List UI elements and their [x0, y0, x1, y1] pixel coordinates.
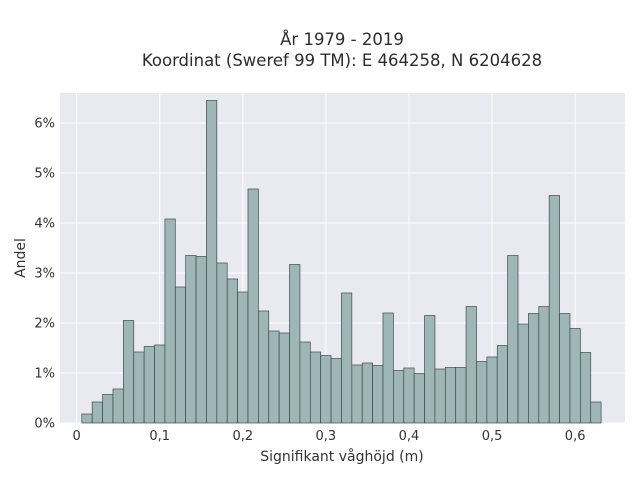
x-tick-label-4: 0,4 [399, 429, 420, 444]
histogram-bar-29 [382, 312, 394, 424]
histogram-bar-23 [320, 355, 332, 424]
histogram-bar-12 [206, 100, 218, 424]
histogram-bar-0 [81, 413, 93, 424]
histogram-bar-40 [496, 345, 508, 424]
x-tick-label-3: 0,3 [316, 429, 337, 444]
bars [81, 100, 602, 424]
histogram-bar-11 [195, 256, 207, 424]
histogram-bar-30 [393, 370, 405, 424]
x-axis-title: Signifikant våghöjd (m) [260, 448, 423, 465]
histogram-bar-24 [330, 358, 342, 424]
histogram-bar-10 [185, 255, 197, 424]
histogram-bar-26 [351, 364, 363, 424]
histogram-bar-41 [507, 255, 519, 424]
histogram-bar-7 [154, 344, 166, 424]
histogram-bar-4 [123, 320, 135, 424]
chart-title-line-2: Koordinat (Sweref 99 TM): E 464258, N 62… [142, 51, 542, 70]
y-tick-label-0: 0% [34, 417, 55, 432]
y-axis-title: Andel [13, 238, 29, 278]
histogram-bar-2 [102, 394, 114, 424]
histogram-bar-37 [465, 306, 477, 424]
histogram-bar-3 [112, 388, 124, 424]
y-tick-labels: 0% 1% 2% 3% 4% 5% 6% [34, 117, 55, 432]
chart-title-line-1: År 1979 - 2019 [280, 30, 404, 49]
histogram-bar-16 [247, 188, 259, 424]
histogram-bar-42 [517, 323, 529, 424]
histogram-bar-25 [341, 292, 353, 424]
histogram-bar-45 [548, 195, 560, 424]
histogram-bar-20 [289, 264, 301, 424]
y-tick-label-4: 4% [34, 217, 55, 232]
y-tick-label-3: 3% [34, 267, 55, 282]
y-tick-label-6: 6% [34, 117, 55, 132]
histogram-bar-39 [486, 356, 498, 424]
x-tick-label-1: 0,1 [149, 429, 170, 444]
histogram-bar-9 [174, 286, 187, 424]
y-tick-label-1: 1% [34, 367, 55, 382]
histogram-bar-5 [133, 351, 145, 424]
histogram-bar-27 [361, 362, 373, 424]
histogram-bar-38 [476, 361, 488, 424]
histogram-bar-46 [559, 313, 571, 424]
x-tick-labels: 0 0,1 0,2 0,3 0,4 0,5 0,6 [72, 429, 585, 444]
histogram-bar-43 [528, 313, 540, 424]
histogram-bar-21 [299, 341, 311, 424]
histogram-bar-36 [455, 367, 467, 424]
x-tick-label-2: 0,2 [232, 429, 253, 444]
histogram-bar-49 [590, 401, 602, 424]
x-tick-label-0: 0 [72, 429, 80, 444]
histogram-bar-34 [434, 368, 446, 424]
histogram-bar-13 [216, 262, 228, 424]
histogram-bar-1 [91, 401, 103, 424]
histogram-bar-15 [237, 291, 249, 424]
histogram-bar-47 [569, 328, 581, 424]
histogram-bar-8 [164, 218, 176, 424]
histogram-bar-19 [278, 332, 290, 424]
x-tick-label-6: 0,6 [565, 429, 586, 444]
histogram-bar-28 [372, 365, 384, 424]
x-tick-label-5: 0,5 [482, 429, 503, 444]
histogram-bar-14 [226, 278, 238, 424]
histogram-bar-31 [403, 367, 415, 424]
histogram-bar-17 [258, 310, 270, 424]
histogram-bar-35 [444, 367, 457, 424]
histogram-bar-6 [143, 346, 155, 424]
histogram-bar-18 [268, 330, 280, 424]
histogram-bar-44 [538, 306, 550, 424]
histogram-bar-22 [309, 351, 322, 424]
histogram-bar-48 [579, 352, 592, 424]
histogram-bar-32 [413, 373, 425, 424]
y-tick-label-5: 5% [34, 167, 55, 182]
y-tick-label-2: 2% [34, 317, 55, 332]
histogram-bar-33 [424, 315, 436, 424]
